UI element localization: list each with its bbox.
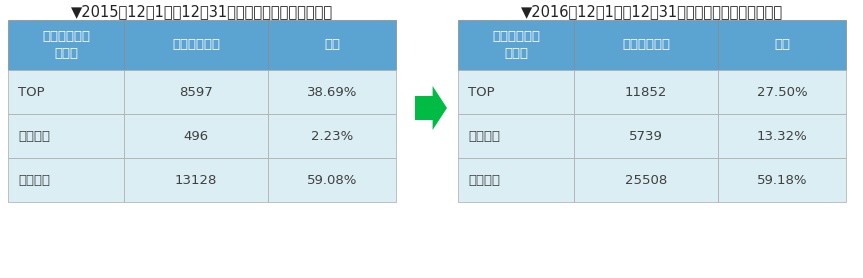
Bar	[718, 20, 846, 70]
Text: ▼2016年12月1日～12月31日の自然検索トラフィック: ▼2016年12月1日～12月31日の自然検索トラフィック	[521, 4, 783, 19]
Text: ランディング
ページ: ランディング ページ	[42, 30, 91, 60]
Bar	[8, 20, 124, 70]
Bar	[575, 20, 718, 70]
Bar	[268, 158, 396, 202]
Text: 割合: 割合	[324, 38, 340, 51]
Bar	[124, 158, 268, 202]
Text: 27.50%: 27.50%	[757, 86, 807, 98]
Bar	[458, 70, 575, 114]
Bar	[268, 70, 396, 114]
Bar	[718, 114, 846, 158]
Bar	[124, 114, 268, 158]
Text: 13128: 13128	[175, 173, 217, 187]
Text: カテゴリ: カテゴリ	[18, 130, 50, 143]
Text: 11852: 11852	[625, 86, 667, 98]
Text: 5739: 5739	[629, 130, 663, 143]
Text: 商品詳細: 商品詳細	[18, 173, 50, 187]
Text: 496: 496	[184, 130, 209, 143]
Text: セッション数: セッション数	[622, 38, 671, 51]
Bar	[124, 20, 268, 70]
Bar	[458, 158, 575, 202]
Text: 13.32%: 13.32%	[757, 130, 808, 143]
Text: TOP: TOP	[468, 86, 494, 98]
Text: 割合: 割合	[774, 38, 790, 51]
Text: 38.69%: 38.69%	[306, 86, 357, 98]
Text: カテゴリ: カテゴリ	[468, 130, 500, 143]
Bar	[268, 114, 396, 158]
Bar	[575, 70, 718, 114]
Bar	[8, 158, 124, 202]
Text: 59.08%: 59.08%	[306, 173, 357, 187]
Bar	[718, 158, 846, 202]
Text: 商品詳細: 商品詳細	[468, 173, 500, 187]
Bar	[458, 20, 575, 70]
Bar	[575, 158, 718, 202]
Bar	[575, 114, 718, 158]
Bar	[8, 114, 124, 158]
Bar	[458, 114, 575, 158]
Text: 2.23%: 2.23%	[311, 130, 353, 143]
Text: 8597: 8597	[180, 86, 213, 98]
Text: セッション数: セッション数	[173, 38, 220, 51]
Bar	[268, 20, 396, 70]
Bar	[718, 70, 846, 114]
Text: 25508: 25508	[625, 173, 667, 187]
Text: 59.18%: 59.18%	[757, 173, 807, 187]
Text: TOP: TOP	[18, 86, 45, 98]
Bar	[8, 70, 124, 114]
Text: ランディング
ページ: ランディング ページ	[492, 30, 540, 60]
Polygon shape	[415, 86, 447, 130]
Text: ▼2015年12月1日～12月31日の自然検索トラフィック: ▼2015年12月1日～12月31日の自然検索トラフィック	[71, 4, 333, 19]
Bar	[124, 70, 268, 114]
